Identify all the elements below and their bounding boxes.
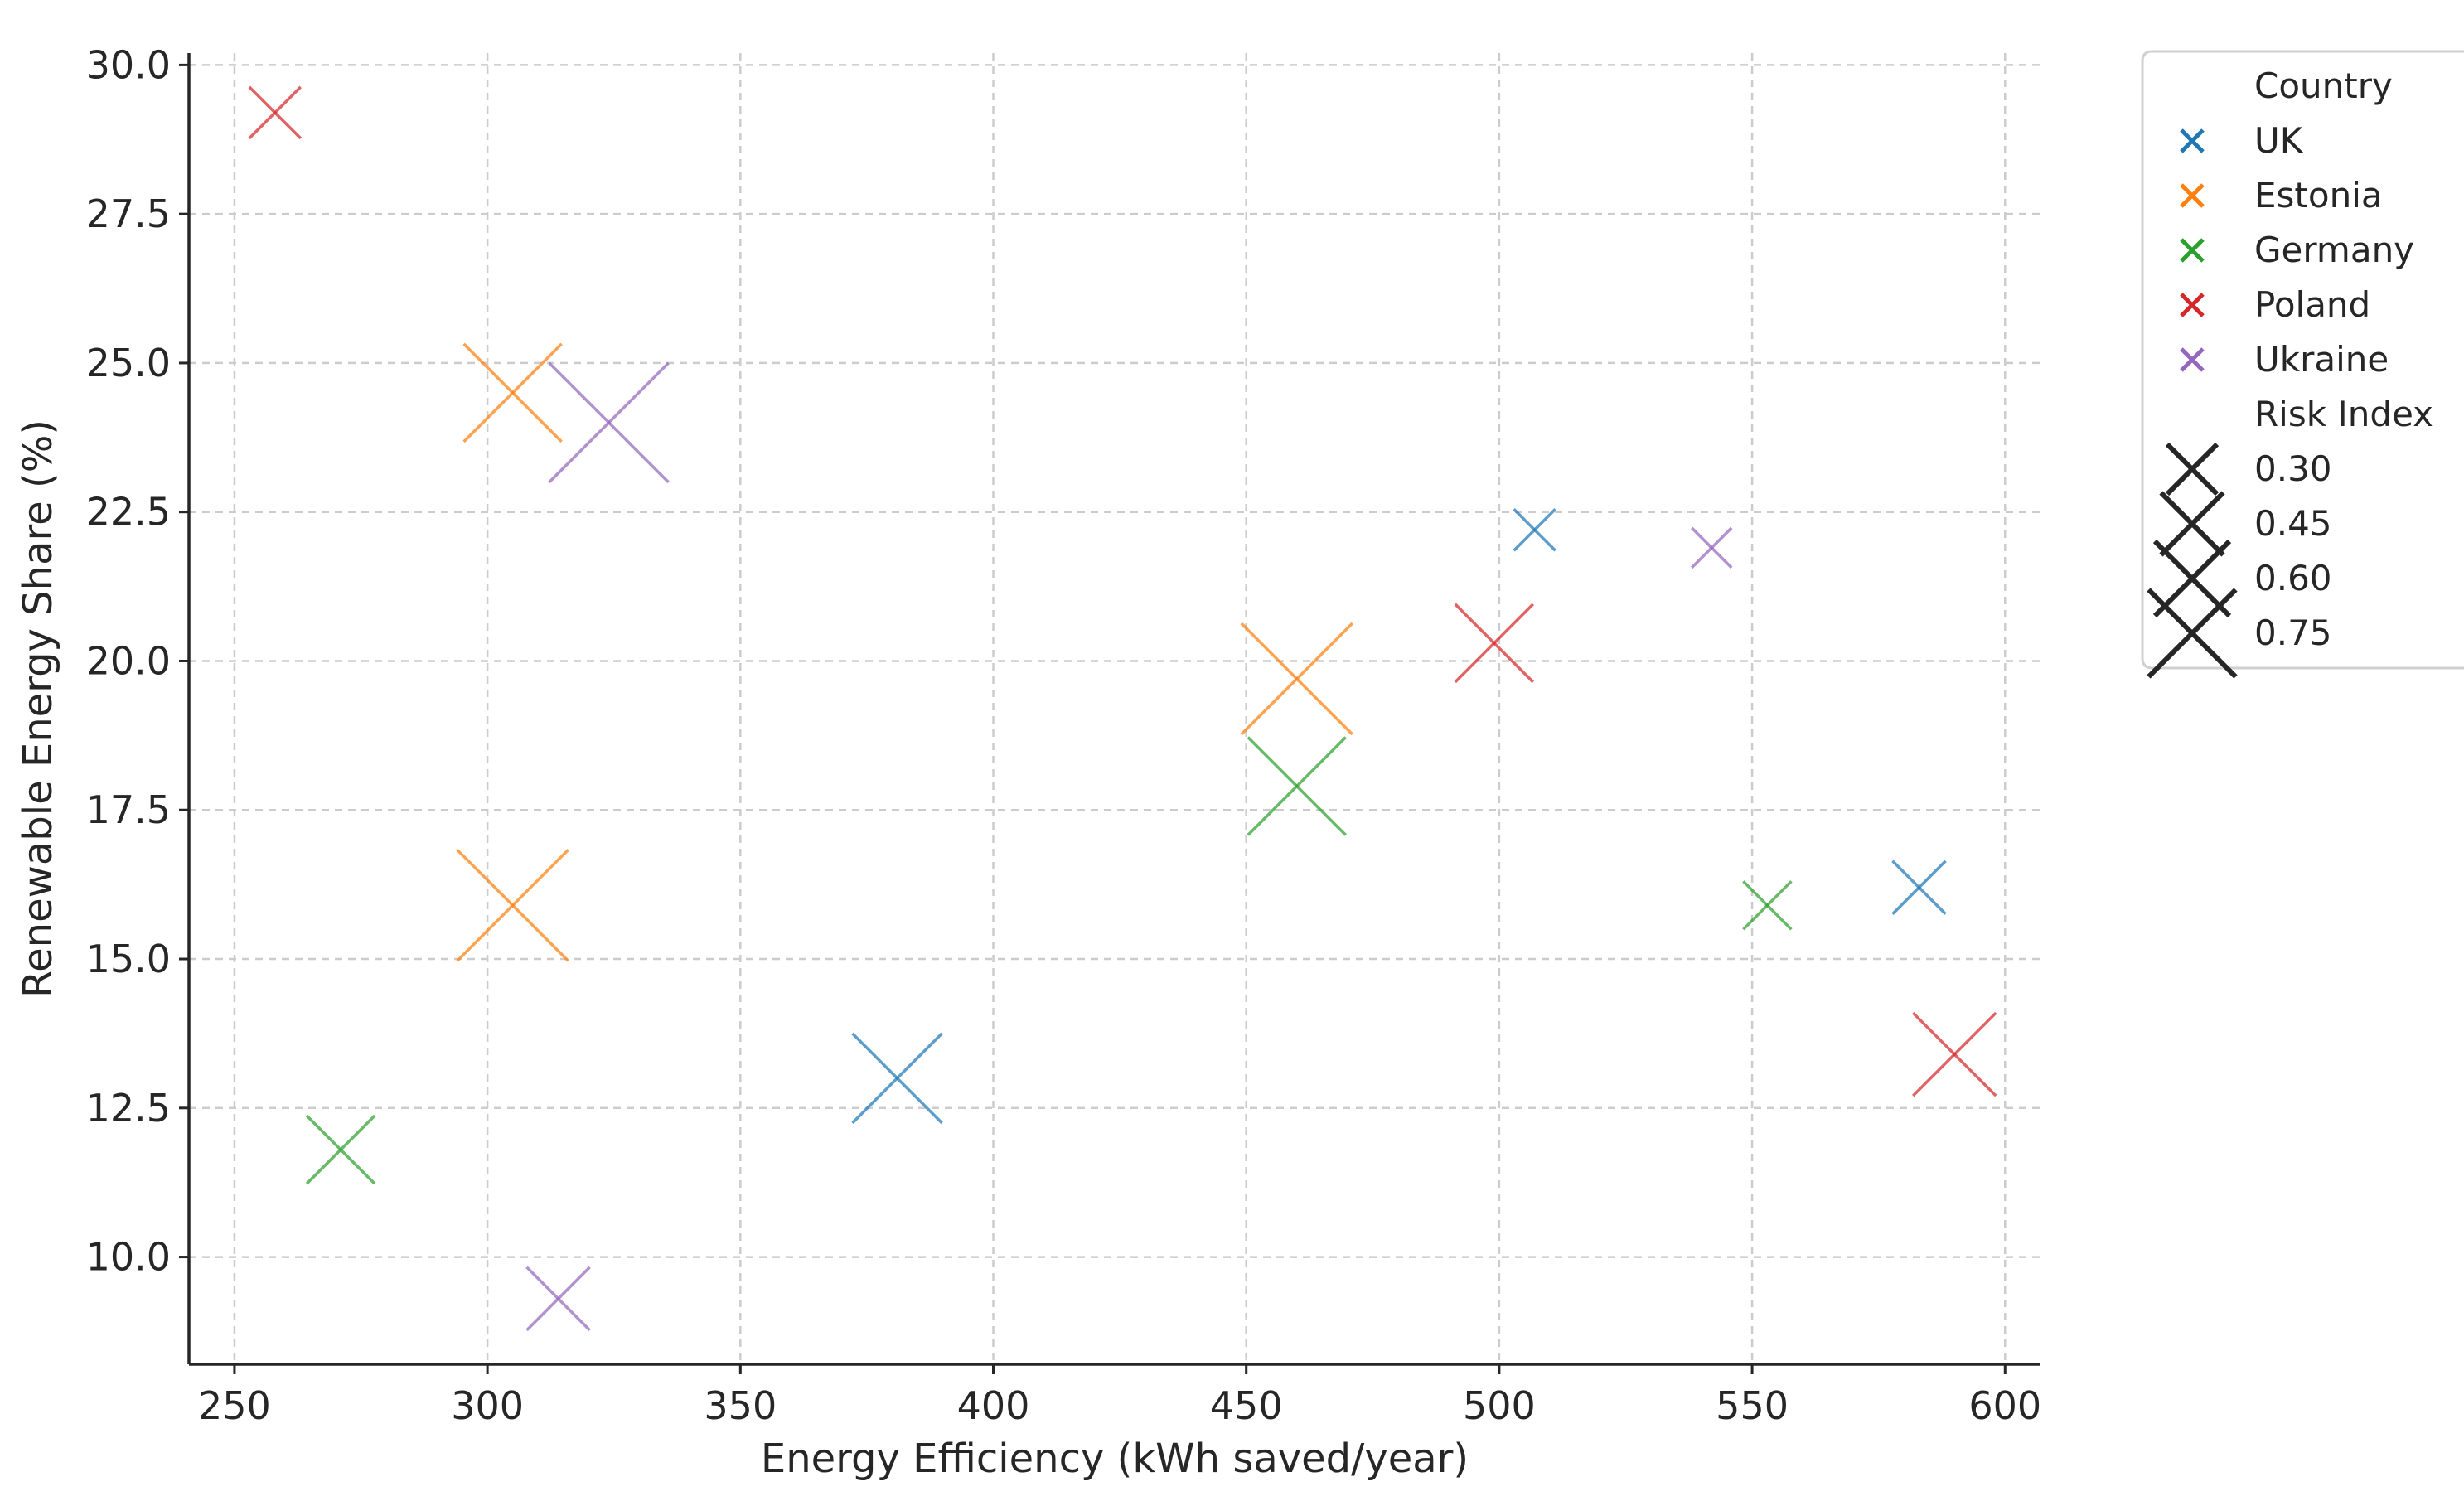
data-point-uk [1891, 860, 1947, 915]
x-tick-label: 600 [1968, 1383, 2041, 1428]
grid [189, 53, 2040, 1364]
legend-size-marker [2152, 539, 2232, 618]
legend-marker-uk [2180, 128, 2205, 153]
data-point-ukraine [1691, 526, 1733, 569]
x-axis-label: Energy Efficiency (kWh saved/year) [761, 1436, 1469, 1482]
legend-size-marker [2147, 588, 2238, 679]
y-tick-label: 22.5 [86, 490, 171, 535]
data-points [248, 85, 1997, 1332]
y-tick-label: 15.0 [86, 937, 171, 981]
y-tick-label: 27.5 [86, 191, 171, 236]
x-tick-label: 450 [1210, 1383, 1283, 1428]
legend-frame [2141, 50, 2464, 670]
data-point-uk [851, 1032, 943, 1125]
axes: 250 300 350 400 450 500 550 600 10.0 12.5 15.0 17.5… [86, 42, 2042, 1428]
x-tick-label: 500 [1463, 1383, 1536, 1428]
x-tick-label: 300 [451, 1383, 524, 1428]
data-point-germany [1742, 880, 1793, 931]
data-point-poland [1454, 603, 1535, 684]
y-tick-label: 30.0 [86, 42, 171, 87]
legend-size-marker [2165, 442, 2220, 496]
legend-label-germany: Germany [2254, 230, 2414, 270]
legend-size-title: Risk Index [2254, 394, 2433, 434]
legend-size-label: 0.30 [2254, 448, 2332, 489]
x-tick-label: 550 [1716, 1383, 1789, 1428]
legend-size-label: 0.75 [2254, 613, 2332, 653]
legend: Country UK Estonia Germany Poland Ukraine Risk… [2141, 50, 2464, 679]
legend-marker-ukraine [2180, 347, 2205, 372]
y-tick-label: 12.5 [86, 1086, 171, 1131]
y-tick-label: 20.0 [86, 638, 171, 683]
legend-size-label: 0.45 [2254, 503, 2332, 544]
legend-marker-estonia [2180, 183, 2205, 208]
data-point-ukraine [548, 361, 670, 484]
x-tick-label: 350 [704, 1383, 777, 1428]
legend-marker-germany [2180, 238, 2205, 263]
x-tick-label: 250 [198, 1383, 271, 1428]
data-point-poland [1911, 1011, 1997, 1097]
data-point-estonia [456, 849, 569, 962]
legend-hue-title: Country [2254, 65, 2393, 106]
data-point-estonia [1240, 622, 1353, 736]
data-point-poland [248, 85, 303, 140]
y-tick-label: 10.0 [86, 1235, 171, 1280]
legend-label-estonia: Estonia [2254, 175, 2383, 215]
legend-size-marker [2159, 491, 2225, 557]
y-axis-label: Renewable Energy Share (%) [15, 419, 61, 998]
legend-size-label: 0.60 [2254, 558, 2332, 598]
data-point-germany [305, 1114, 376, 1185]
data-point-uk [1513, 508, 1556, 552]
y-tick-label: 25.0 [86, 341, 171, 385]
x-tick-label: 400 [957, 1383, 1030, 1428]
legend-label-ukraine: Ukraine [2254, 339, 2389, 380]
data-point-ukraine [525, 1266, 591, 1332]
legend-label-poland: Poland [2254, 284, 2370, 325]
data-point-germany [1247, 736, 1347, 836]
data-point-estonia [462, 342, 563, 443]
y-tick-label: 17.5 [86, 787, 171, 832]
legend-label-uk: UK [2254, 120, 2304, 161]
legend-marker-poland [2180, 293, 2205, 317]
